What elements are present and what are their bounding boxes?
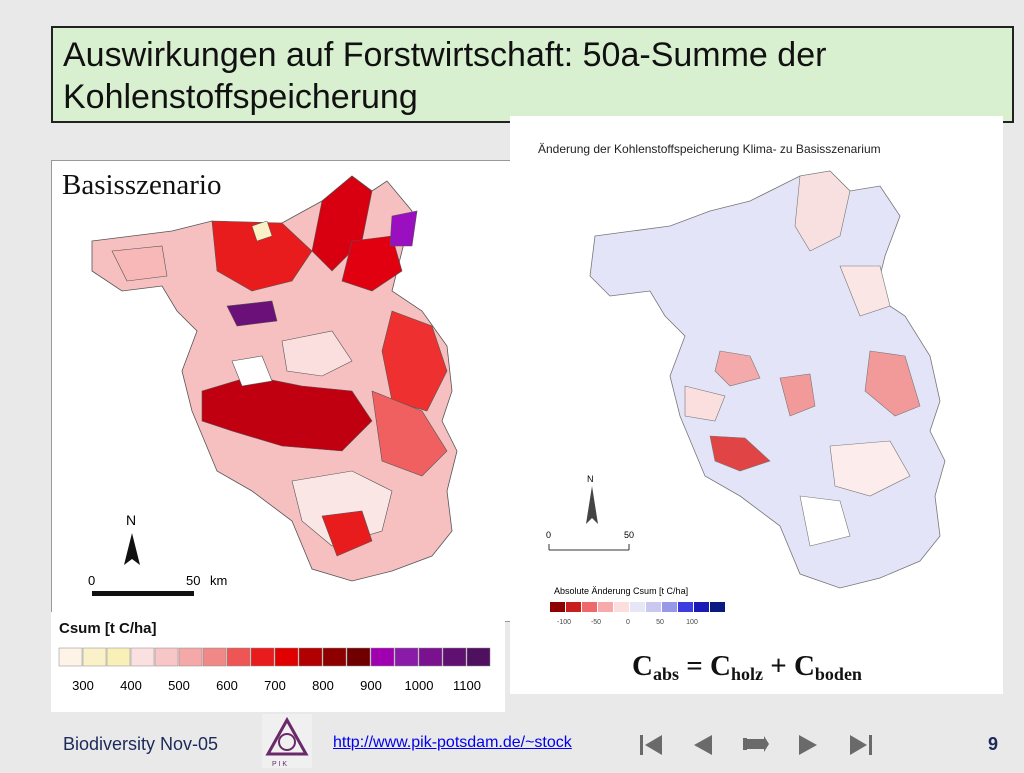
change-legend-swatch xyxy=(582,602,597,612)
change-legend-swatch xyxy=(662,602,677,612)
change-legend-tick: -100 xyxy=(557,619,571,626)
csum-legend-swatch xyxy=(202,647,227,667)
csum-legend-swatch xyxy=(370,647,395,667)
change-map-scale-start: 0 xyxy=(546,530,551,540)
csum-legend-swatch xyxy=(466,647,491,667)
csum-legend-swatch xyxy=(298,647,323,667)
change-legend-swatch xyxy=(598,602,613,612)
formula-sub-abs: abs xyxy=(652,664,679,684)
next-slide-button[interactable] xyxy=(795,732,821,758)
scale-end-label: 50 xyxy=(186,573,200,588)
change-legend-swatch xyxy=(614,602,629,612)
formula-sub-holz: holz xyxy=(730,664,763,684)
csum-legend-swatch xyxy=(346,647,371,667)
csum-legend-tick: 300 xyxy=(72,678,94,693)
formula-c: C xyxy=(632,650,653,682)
csum-legend-swatch xyxy=(178,647,203,667)
change-legend-swatch xyxy=(678,602,693,612)
csum-legend-swatch xyxy=(82,647,107,667)
formula-plus: + C xyxy=(762,650,815,682)
csum-legend-tick: 900 xyxy=(360,678,382,693)
change-map-title: Änderung der Kohlenstoffspeicherung Klim… xyxy=(538,142,881,156)
change-legend-swatch xyxy=(550,602,565,612)
csum-legend-swatch xyxy=(322,647,347,667)
csum-legend-swatch xyxy=(226,647,251,667)
change-legend-swatch xyxy=(630,602,645,612)
csum-legend-swatch xyxy=(106,647,131,667)
change-map: Änderung der Kohlenstoffspeicherung Klim… xyxy=(510,116,1003,694)
page-number: 9 xyxy=(988,734,999,754)
csum-legend-swatch xyxy=(130,647,155,667)
csum-legend-swatch xyxy=(418,647,443,667)
pik-website-link[interactable]: http://www.pik-potsdam.de/~stock xyxy=(333,734,572,751)
formula-sub-boden: boden xyxy=(814,664,862,684)
basisszenario-map: N 0 50 km Basisszenario xyxy=(51,160,511,622)
csum-legend-swatch xyxy=(154,647,179,667)
change-map-scale-end: 50 xyxy=(624,530,634,540)
pik-logo-graphic: P I K xyxy=(262,714,312,768)
scale-bar xyxy=(92,591,194,596)
pik-logo: P I K xyxy=(262,714,312,768)
title-box: Auswirkungen auf Forstwirtschaft: 50a-Su… xyxy=(51,26,1014,123)
change-legend-swatch xyxy=(646,602,661,612)
csum-legend-tick: 600 xyxy=(216,678,238,693)
formula-equals: = C xyxy=(678,650,731,682)
csum-legend-scale: 300 400 500 600 700 800 900 1000 1100 xyxy=(58,647,491,693)
csum-legend-swatch xyxy=(394,647,419,667)
csum-legend: Csum [t C/ha] 300 400 500 600 700 800 900 1000 1… xyxy=(51,612,505,712)
change-legend-scale: -100 -50 0 50 100 xyxy=(550,602,725,626)
change-legend-title: Absolute Änderung Csum [t C/ha] xyxy=(554,586,688,596)
change-legend-tick: -50 xyxy=(591,619,601,626)
csum-legend-swatch xyxy=(250,647,275,667)
csum-legend-title: Csum [t C/ha] xyxy=(59,620,157,637)
change-map-graphic: N 0 50 Absolute Änderung Csum [t C/ha] -… xyxy=(546,170,946,626)
csum-legend-tick: 800 xyxy=(312,678,334,693)
change-legend-tick: 0 xyxy=(626,619,630,626)
slide-title: Auswirkungen auf Forstwirtschaft: 50a-Su… xyxy=(63,36,827,116)
change-legend-swatch xyxy=(694,602,709,612)
csum-legend-tick: 500 xyxy=(168,678,190,693)
footer-text: Biodiversity Nov-05 xyxy=(63,734,219,754)
pik-logo-text: P I K xyxy=(272,761,287,768)
change-legend-tick: 100 xyxy=(686,619,698,626)
csum-legend-swatch xyxy=(442,647,467,667)
csum-legend-tick: 1100 xyxy=(453,678,481,693)
basisszenario-label: Basisszenario xyxy=(62,169,222,201)
carbon-formula: Cabs = Cholz + Cboden xyxy=(632,650,862,685)
csum-legend-swatch xyxy=(274,647,299,667)
scale-start-label: 0 xyxy=(88,573,95,588)
csum-legend-tick: 700 xyxy=(264,678,286,693)
change-legend-tick: 50 xyxy=(656,619,664,626)
first-slide-button[interactable] xyxy=(638,732,664,758)
change-legend-swatch xyxy=(566,602,581,612)
basisszenario-map-graphic: N 0 50 km xyxy=(88,175,458,596)
csum-legend-swatch xyxy=(58,647,83,667)
last-slide-button[interactable] xyxy=(848,732,874,758)
change-map-north-label: N xyxy=(587,474,594,484)
scale-unit-label: km xyxy=(210,573,227,588)
change-legend-swatch xyxy=(710,602,725,612)
previous-slide-button[interactable] xyxy=(690,732,716,758)
north-label: N xyxy=(126,512,136,528)
return-slide-button[interactable] xyxy=(742,732,770,758)
csum-legend-tick: 400 xyxy=(120,678,142,693)
csum-legend-tick: 1000 xyxy=(405,678,434,693)
